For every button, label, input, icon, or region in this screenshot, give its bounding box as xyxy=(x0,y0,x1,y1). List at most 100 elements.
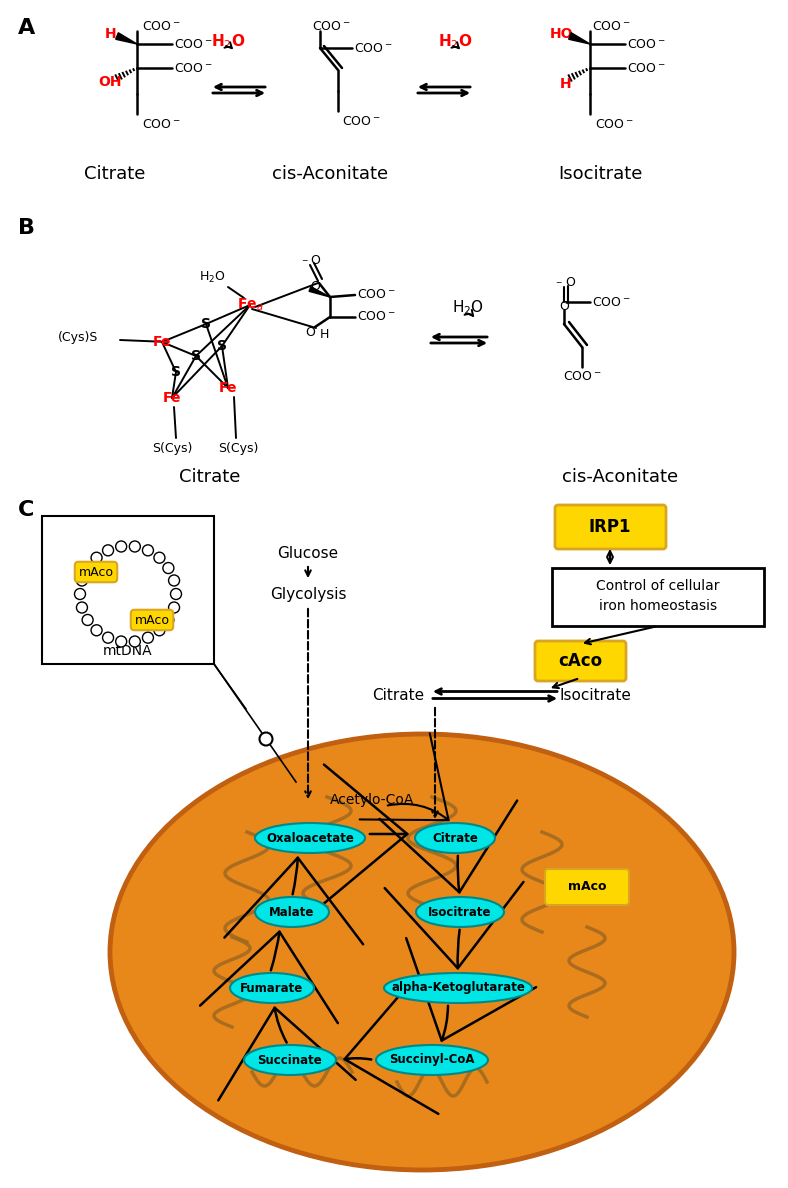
Text: COO$^-$: COO$^-$ xyxy=(142,19,180,32)
Circle shape xyxy=(170,588,181,600)
Text: Glycolysis: Glycolysis xyxy=(269,588,346,602)
Text: Fe: Fe xyxy=(163,391,181,405)
Text: Control of cellular: Control of cellular xyxy=(597,579,719,593)
Polygon shape xyxy=(309,286,330,297)
Text: COO$^-$: COO$^-$ xyxy=(592,19,630,32)
Text: $^-$: $^-$ xyxy=(300,258,310,268)
Text: Acetylo-CoA: Acetylo-CoA xyxy=(330,794,414,807)
Circle shape xyxy=(143,545,154,556)
Text: COO$^-$: COO$^-$ xyxy=(357,310,396,323)
Circle shape xyxy=(163,614,174,625)
Text: H: H xyxy=(560,77,572,91)
Ellipse shape xyxy=(415,823,495,853)
Text: cAco: cAco xyxy=(558,652,602,670)
Text: Malate: Malate xyxy=(269,905,314,918)
Text: Oxaloacetate: Oxaloacetate xyxy=(266,832,354,845)
Text: Citrate: Citrate xyxy=(84,165,146,183)
Text: OH: OH xyxy=(98,75,122,89)
Ellipse shape xyxy=(376,1045,488,1075)
Text: COO$^-$: COO$^-$ xyxy=(592,296,630,309)
Text: COO$^-$: COO$^-$ xyxy=(174,38,213,51)
Text: B: B xyxy=(18,219,35,238)
Text: mtDNA: mtDNA xyxy=(103,644,153,658)
Text: COO$^-$: COO$^-$ xyxy=(312,19,351,32)
Text: O: O xyxy=(310,253,320,266)
Text: Fe$_a$: Fe$_a$ xyxy=(237,297,263,314)
Text: H: H xyxy=(105,27,117,42)
Text: Succinyl-CoA: Succinyl-CoA xyxy=(389,1054,474,1067)
Text: Isocitrate: Isocitrate xyxy=(559,688,631,702)
Ellipse shape xyxy=(255,823,365,853)
Text: cis-Aconitate: cis-Aconitate xyxy=(562,468,678,486)
Circle shape xyxy=(116,636,127,647)
Circle shape xyxy=(154,552,165,563)
Circle shape xyxy=(169,575,180,586)
Text: COO$^-$: COO$^-$ xyxy=(627,62,666,75)
Text: mAco: mAco xyxy=(135,613,169,626)
Circle shape xyxy=(129,636,140,647)
Text: COO$^-$: COO$^-$ xyxy=(342,115,381,128)
Text: Fe: Fe xyxy=(153,335,171,349)
Circle shape xyxy=(76,602,87,613)
Text: HO: HO xyxy=(550,27,574,42)
Bar xyxy=(42,516,214,664)
Text: Isocitrate: Isocitrate xyxy=(558,165,642,183)
Ellipse shape xyxy=(255,897,329,927)
Circle shape xyxy=(82,614,93,625)
Text: S(Cys): S(Cys) xyxy=(152,442,192,455)
Text: H$_2$O: H$_2$O xyxy=(199,270,225,285)
Text: $^-$: $^-$ xyxy=(555,280,563,290)
Text: COO$^-$: COO$^-$ xyxy=(563,369,601,383)
Text: Fe: Fe xyxy=(219,381,237,394)
Circle shape xyxy=(91,625,102,636)
Text: Glucose: Glucose xyxy=(277,545,339,561)
Text: S: S xyxy=(201,317,211,331)
Text: H$_2$O: H$_2$O xyxy=(211,32,245,51)
Ellipse shape xyxy=(244,1045,336,1075)
Ellipse shape xyxy=(384,973,532,1003)
Text: COO$^-$: COO$^-$ xyxy=(595,118,634,131)
Text: H$_2$O: H$_2$O xyxy=(438,32,472,51)
Circle shape xyxy=(102,632,113,643)
Text: Isocitrate: Isocitrate xyxy=(428,905,492,918)
Text: S: S xyxy=(171,365,181,379)
Text: O: O xyxy=(310,280,320,293)
Text: COO$^-$: COO$^-$ xyxy=(627,38,666,51)
Circle shape xyxy=(154,625,165,636)
Text: S: S xyxy=(191,349,201,364)
Text: Fumarate: Fumarate xyxy=(240,981,303,994)
Text: COO$^-$: COO$^-$ xyxy=(354,42,392,55)
Text: Citrate: Citrate xyxy=(180,468,240,486)
Text: alpha-Ketoglutarate: alpha-Ketoglutarate xyxy=(391,981,525,994)
Text: iron homeostasis: iron homeostasis xyxy=(599,599,717,613)
Text: IRP1: IRP1 xyxy=(589,518,631,536)
Text: O: O xyxy=(559,299,569,312)
Polygon shape xyxy=(116,33,137,44)
Bar xyxy=(552,568,764,626)
Text: O: O xyxy=(305,327,315,340)
Circle shape xyxy=(143,632,154,643)
FancyBboxPatch shape xyxy=(555,505,666,549)
Text: (Cys)S: (Cys)S xyxy=(58,331,98,345)
Text: cis-Aconitate: cis-Aconitate xyxy=(272,165,388,183)
FancyBboxPatch shape xyxy=(535,642,626,681)
Circle shape xyxy=(76,575,87,586)
Text: COO$^-$: COO$^-$ xyxy=(174,62,213,75)
Text: H: H xyxy=(319,328,329,341)
Circle shape xyxy=(163,563,174,574)
Text: S: S xyxy=(217,339,227,353)
Circle shape xyxy=(259,733,273,746)
Polygon shape xyxy=(569,33,590,44)
Circle shape xyxy=(75,588,86,600)
Text: S(Cys): S(Cys) xyxy=(217,442,258,455)
Text: Citrate: Citrate xyxy=(432,832,478,845)
Text: O: O xyxy=(565,276,575,289)
Circle shape xyxy=(116,541,127,552)
Text: Citrate: Citrate xyxy=(372,688,424,702)
Circle shape xyxy=(82,563,93,574)
Circle shape xyxy=(91,552,102,563)
Text: Succinate: Succinate xyxy=(258,1054,322,1067)
Text: A: A xyxy=(18,18,35,38)
Ellipse shape xyxy=(110,734,734,1170)
Text: mAco: mAco xyxy=(567,880,606,893)
